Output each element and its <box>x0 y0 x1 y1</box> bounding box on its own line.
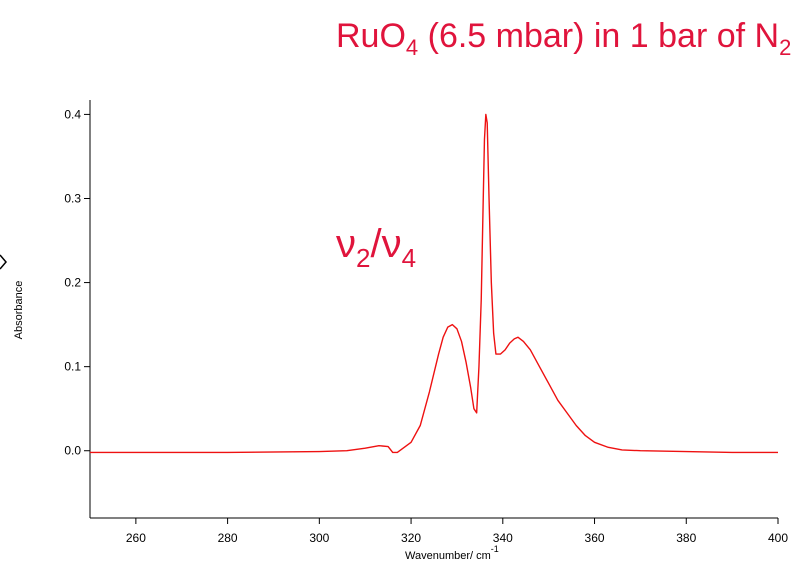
y-tick-label: 0.3 <box>64 191 81 205</box>
x-tick-label: 260 <box>126 531 146 545</box>
y-axis-ticks: 0.0 0.1 0.2 0.3 0.4 <box>64 107 90 458</box>
x-axis-ticks: 260 280 300 320 340 360 380 400 <box>126 518 788 545</box>
chart-title: RuO4 (6.5 mbar) in 1 bar of N2 <box>336 17 791 60</box>
y-tick-label: 0.0 <box>64 444 81 458</box>
series-group <box>90 113 778 454</box>
peak-annotation: ν2/ν4 <box>336 222 416 273</box>
y-tick-label: 0.1 <box>64 360 81 374</box>
y-axis-label: Absorbance <box>13 281 25 340</box>
y-tick-label: 0.4 <box>64 107 81 121</box>
axes <box>89 100 778 519</box>
x-axis-label: Wavenumber/ cm-1 <box>405 544 499 562</box>
x-tick-label: 280 <box>218 531 238 545</box>
x-tick-label: 300 <box>309 531 329 545</box>
x-tick-label: 400 <box>768 531 788 545</box>
x-tick-label: 380 <box>676 531 696 545</box>
y-tick-label: 0.2 <box>64 276 81 290</box>
x-tick-label: 360 <box>585 531 605 545</box>
x-tick-label: 320 <box>401 531 421 545</box>
absorbance-series-line <box>90 113 778 454</box>
edge-chevron-icon <box>0 254 7 270</box>
x-tick-label: 340 <box>493 531 513 545</box>
